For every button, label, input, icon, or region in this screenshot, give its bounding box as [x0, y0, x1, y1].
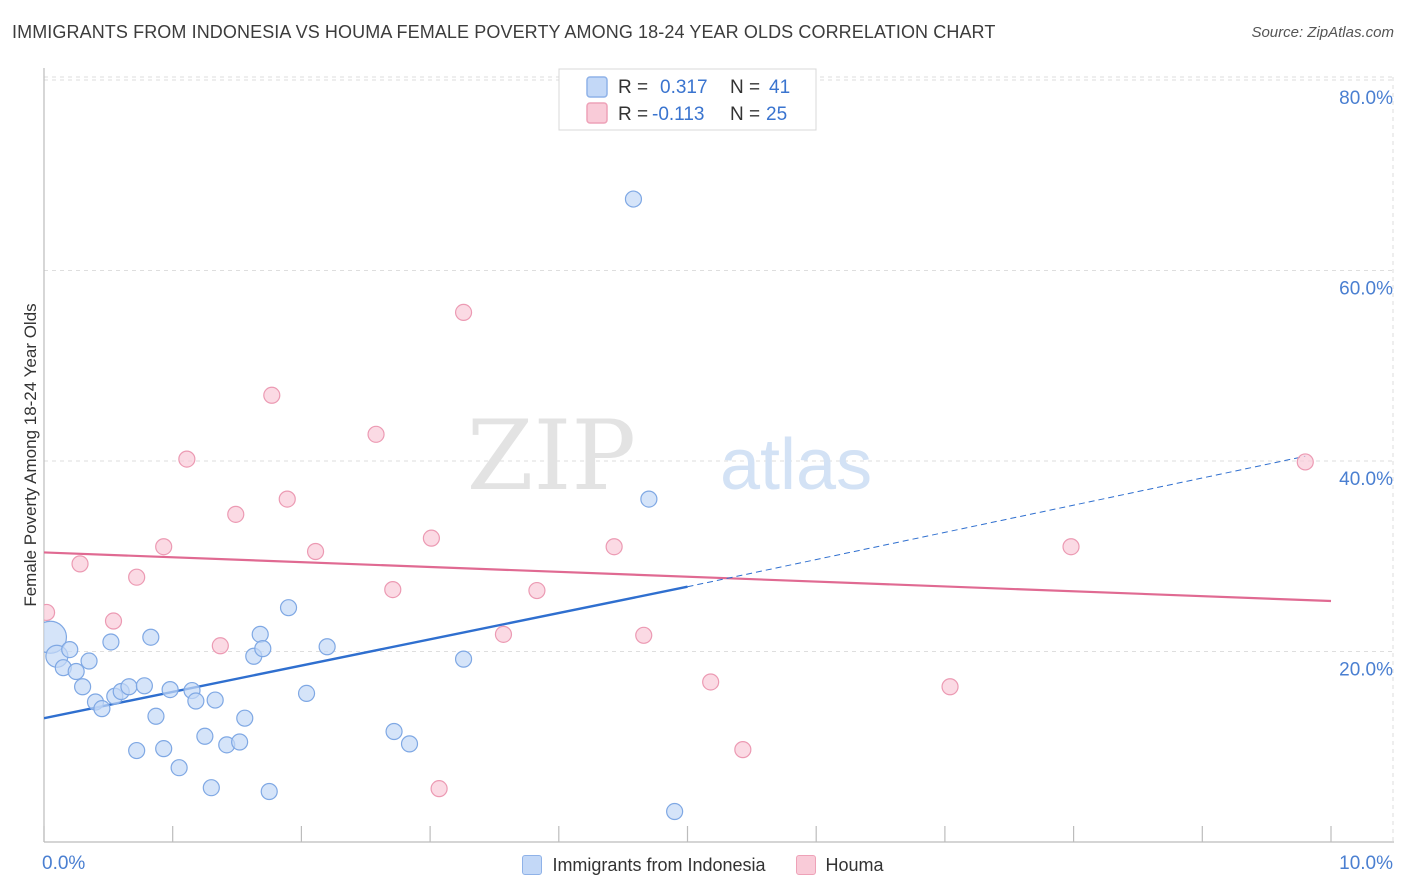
- y-tick-label-20: 20.0%: [1339, 660, 1393, 681]
- legend-item-houma: Houma: [795, 854, 884, 876]
- point-indonesia-29: [251, 625, 269, 643]
- watermark-atlas: atlas: [720, 425, 872, 505]
- point-houma-15: [454, 303, 473, 322]
- point-indonesia-32: [279, 599, 298, 617]
- point-houma-5: [178, 450, 196, 468]
- point-indonesia-33: [297, 684, 316, 703]
- point-houma-1: [71, 555, 89, 573]
- point-indonesia-40: [666, 802, 684, 821]
- point-indonesia-6: [80, 652, 98, 670]
- legend-swatch-blue: [586, 76, 608, 98]
- legend-r-label-blue: R =: [618, 77, 648, 98]
- point-indonesia-26: [231, 733, 249, 751]
- legend-swatch-pink: [586, 102, 608, 124]
- point-indonesia-39: [640, 490, 658, 508]
- point-houma-2: [104, 612, 123, 630]
- point-indonesia-5: [74, 678, 92, 696]
- point-indonesia-35: [385, 722, 403, 741]
- point-indonesia-22: [196, 727, 214, 745]
- data-points: [44, 190, 1314, 821]
- point-houma-14: [430, 780, 448, 798]
- point-indonesia-18: [161, 680, 179, 699]
- legend-label-houma: Houma: [825, 854, 884, 875]
- point-houma-10: [306, 542, 325, 561]
- point-indonesia-16: [147, 707, 165, 725]
- point-indonesia-31: [260, 782, 278, 801]
- legend-top: R = 0.317 N = 41 R = -0.113 N = 25: [558, 68, 817, 131]
- axes: [43, 68, 1394, 843]
- point-indonesia-3: [61, 640, 79, 659]
- point-houma-0: [44, 603, 56, 622]
- point-indonesia-4: [67, 662, 85, 681]
- point-houma-20: [702, 673, 720, 691]
- point-houma-19: [635, 626, 653, 644]
- point-houma-23: [1062, 538, 1080, 556]
- point-houma-21: [734, 741, 752, 759]
- watermark-zip: ZIP: [467, 400, 636, 512]
- point-indonesia-37: [454, 650, 473, 668]
- point-indonesia-14: [135, 677, 153, 695]
- chart-title: IMMIGRANTS FROM INDONESIA VS HOUMA FEMAL…: [12, 22, 996, 42]
- grid-lines: [44, 76, 1394, 842]
- legend-n-label-blue: N =: [730, 77, 760, 98]
- point-indonesia-13: [128, 741, 146, 760]
- tick-labels: 20.0% 40.0% 60.0% 80.0% 0.0% 10.0%: [42, 88, 1393, 874]
- point-indonesia-34: [318, 638, 336, 656]
- trend-line-houma: [44, 551, 1332, 603]
- legend-r-value-pink: -0.113: [652, 104, 704, 125]
- legend-label-indonesia: Immigrants from Indonesia: [552, 854, 766, 875]
- trend-lines: [44, 455, 1332, 720]
- point-houma-9: [278, 490, 296, 508]
- point-indonesia-23: [202, 779, 220, 797]
- point-indonesia-38: [624, 190, 643, 208]
- point-houma-24: [1296, 453, 1314, 471]
- point-indonesia-19: [170, 759, 188, 777]
- legend-item-indonesia: Immigrants from Indonesia: [522, 854, 766, 876]
- point-houma-11: [367, 425, 385, 443]
- point-houma-18: [605, 538, 623, 556]
- point-houma-12: [384, 580, 402, 599]
- point-houma-8: [263, 386, 281, 404]
- legend-bottom: Immigrants from Indonesia Houma: [0, 852, 1406, 878]
- point-indonesia-21: [187, 692, 205, 710]
- point-indonesia-9: [102, 633, 120, 651]
- point-indonesia-30: [254, 640, 272, 658]
- trend-line-indonesia-extrapolated: [687, 455, 1306, 588]
- x-tick-label-end: 10.0%: [1339, 853, 1393, 874]
- y-tick-label-40: 40.0%: [1339, 469, 1393, 490]
- point-houma-6: [211, 637, 229, 655]
- legend-n-value-pink: 25: [766, 104, 787, 125]
- legend-r-label-pink: R =: [618, 104, 648, 125]
- legend-r-value-blue: 0.317: [660, 77, 708, 98]
- source-label: Source: ZipAtlas.com: [1251, 24, 1394, 41]
- point-indonesia-12: [120, 678, 138, 696]
- point-houma-13: [422, 529, 440, 547]
- y-axis-label: Female Poverty Among 18-24 Year Olds: [21, 303, 40, 606]
- point-indonesia-15: [142, 628, 160, 646]
- legend-swatch-houma: [795, 855, 816, 875]
- point-indonesia-36: [400, 735, 419, 753]
- point-houma-22: [941, 678, 959, 696]
- watermark: ZIP atlas: [467, 400, 872, 512]
- point-indonesia-27: [236, 709, 254, 727]
- x-tick-label-start: 0.0%: [42, 853, 85, 874]
- point-indonesia-8: [93, 700, 111, 718]
- trend-line-indonesia: [44, 585, 688, 720]
- legend-n-value-blue: 41: [769, 77, 790, 98]
- legend-swatch-indonesia: [522, 855, 543, 875]
- point-indonesia-24: [206, 691, 224, 709]
- point-houma-7: [227, 505, 245, 523]
- legend-n-label-pink: N =: [730, 104, 760, 125]
- point-houma-16: [494, 625, 513, 643]
- point-indonesia-17: [155, 740, 173, 758]
- point-houma-4: [155, 538, 173, 556]
- y-tick-label-60: 60.0%: [1339, 279, 1393, 300]
- point-houma-17: [528, 581, 546, 600]
- y-tick-label-80: 80.0%: [1339, 88, 1393, 109]
- point-houma-3: [128, 568, 146, 586]
